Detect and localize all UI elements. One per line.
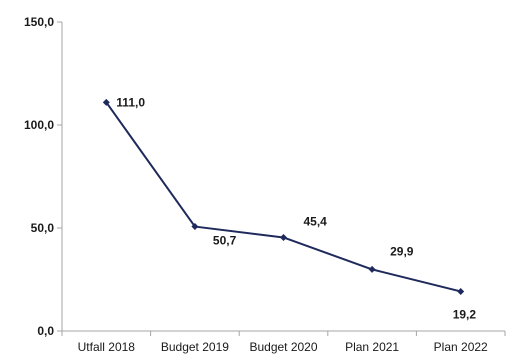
data-label: 19,2	[453, 307, 477, 321]
x-tick-label: Utfall 2018	[78, 340, 136, 354]
data-point-marker	[457, 287, 465, 295]
data-label: 45,4	[304, 214, 328, 228]
data-point-marker	[191, 223, 199, 231]
y-tick-label: 150,0	[24, 15, 54, 29]
data-label: 111,0	[116, 95, 145, 109]
data-point-marker	[368, 265, 376, 273]
y-tick-label: 50,0	[31, 221, 55, 235]
x-tick-label: Plan 2022	[434, 340, 488, 354]
data-point-marker	[102, 98, 110, 106]
data-label: 50,7	[213, 234, 237, 248]
y-tick-label: 100,0	[24, 118, 54, 132]
data-label: 29,9	[390, 244, 414, 258]
x-tick-label: Plan 2021	[345, 340, 399, 354]
series-line	[105, 101, 461, 293]
y-tick-label: 0,0	[37, 324, 54, 338]
data-point-marker	[280, 233, 287, 241]
x-tick-label: Budget 2019	[161, 340, 229, 354]
x-tick-label: Budget 2020	[249, 340, 317, 354]
